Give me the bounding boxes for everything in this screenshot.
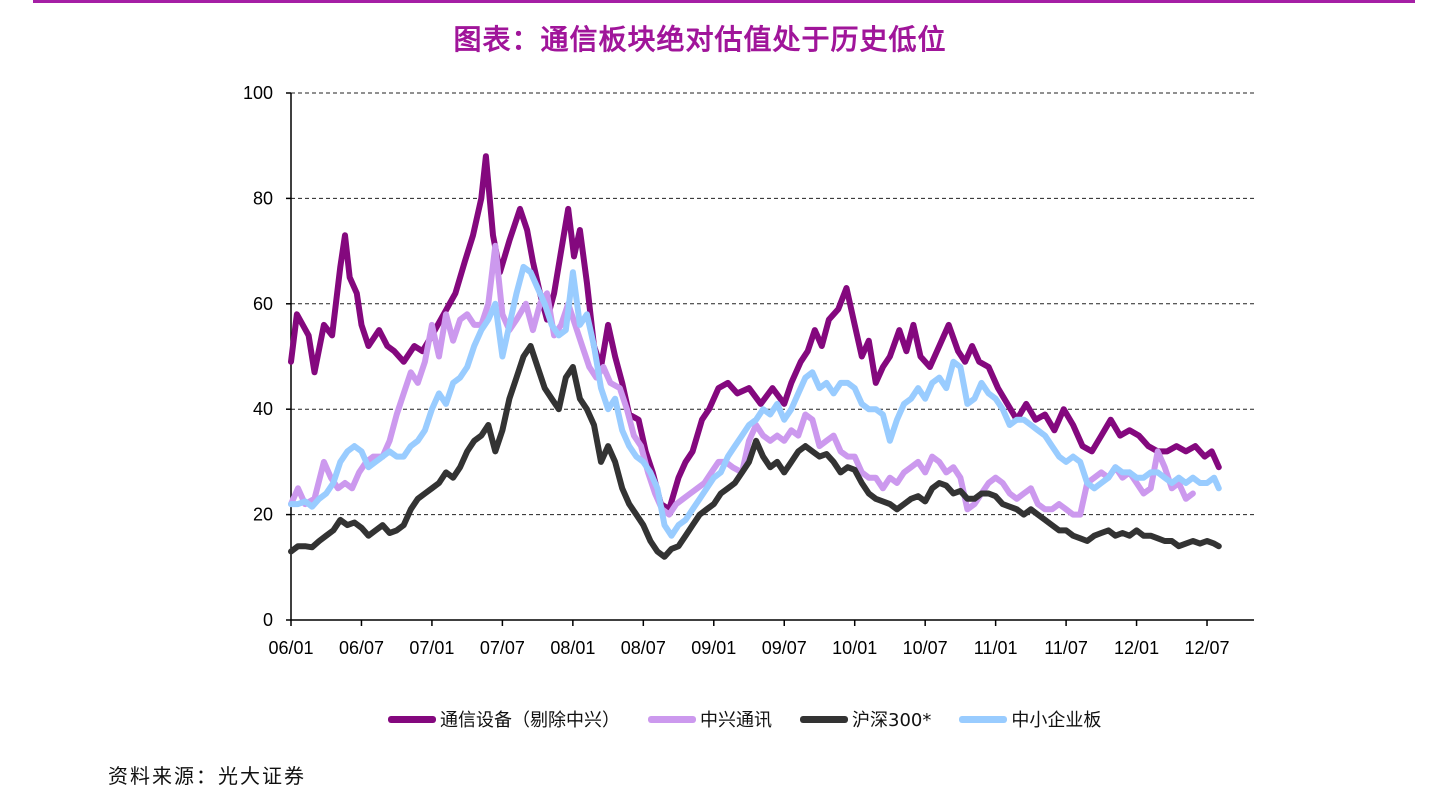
legend-swatch: [388, 715, 436, 723]
x-tick-label: 10/01: [832, 638, 877, 658]
x-tick-label: 11/07: [1044, 638, 1088, 658]
legend-label: 中兴通讯: [700, 710, 772, 731]
legend-label: 沪深300*: [852, 710, 932, 731]
series-line-0: [288, 153, 1222, 513]
x-tick-label: 09/01: [691, 638, 736, 658]
y-tick-label: 20: [253, 505, 273, 525]
x-tick-label: 07/01: [409, 638, 454, 658]
x-tick-label: 06/01: [268, 638, 313, 658]
legend-swatch: [800, 715, 848, 723]
y-tick-label: 40: [253, 399, 273, 419]
legend-item: 通信设备（剔除中兴）: [388, 706, 620, 732]
series-line-2: [288, 343, 1222, 560]
y-tick-label: 80: [253, 188, 273, 208]
x-tick-label: 11/01: [974, 638, 1018, 658]
series-line-3: [288, 263, 1222, 539]
legend-label: 通信设备（剔除中兴）: [440, 710, 620, 731]
series-line-1: [288, 242, 1196, 518]
x-tick-label: 10/07: [903, 638, 948, 658]
chart-legend: 通信设备（剔除中兴） 中兴通讯 沪深300* 中小企业板: [388, 704, 1129, 734]
x-tick-label: 09/07: [762, 638, 807, 658]
x-tick-label: 06/07: [339, 638, 384, 658]
legend-item: 中小企业板: [959, 706, 1101, 732]
y-tick-label: 0: [263, 610, 273, 630]
x-tick-label: 12/01: [1114, 638, 1159, 658]
legend-swatch: [648, 715, 696, 723]
y-tick-label: 100: [243, 83, 273, 103]
legend-item: 沪深300*: [800, 706, 931, 732]
y-tick-label: 60: [253, 294, 273, 314]
x-tick-label: 12/07: [1185, 638, 1230, 658]
source-note: 资料来源：光大证券: [108, 764, 306, 788]
top-accent-rule: [33, 0, 1415, 3]
legend-item: 中兴通讯: [648, 706, 772, 732]
legend-label: 中小企业板: [1011, 710, 1102, 731]
x-tick-label: 07/07: [480, 638, 525, 658]
legend-swatch: [959, 715, 1008, 723]
x-tick-label: 08/07: [621, 638, 666, 658]
chart-title: 图表：通信板块绝对估值处于历史低位: [453, 23, 947, 56]
x-tick-label: 08/01: [550, 638, 595, 658]
